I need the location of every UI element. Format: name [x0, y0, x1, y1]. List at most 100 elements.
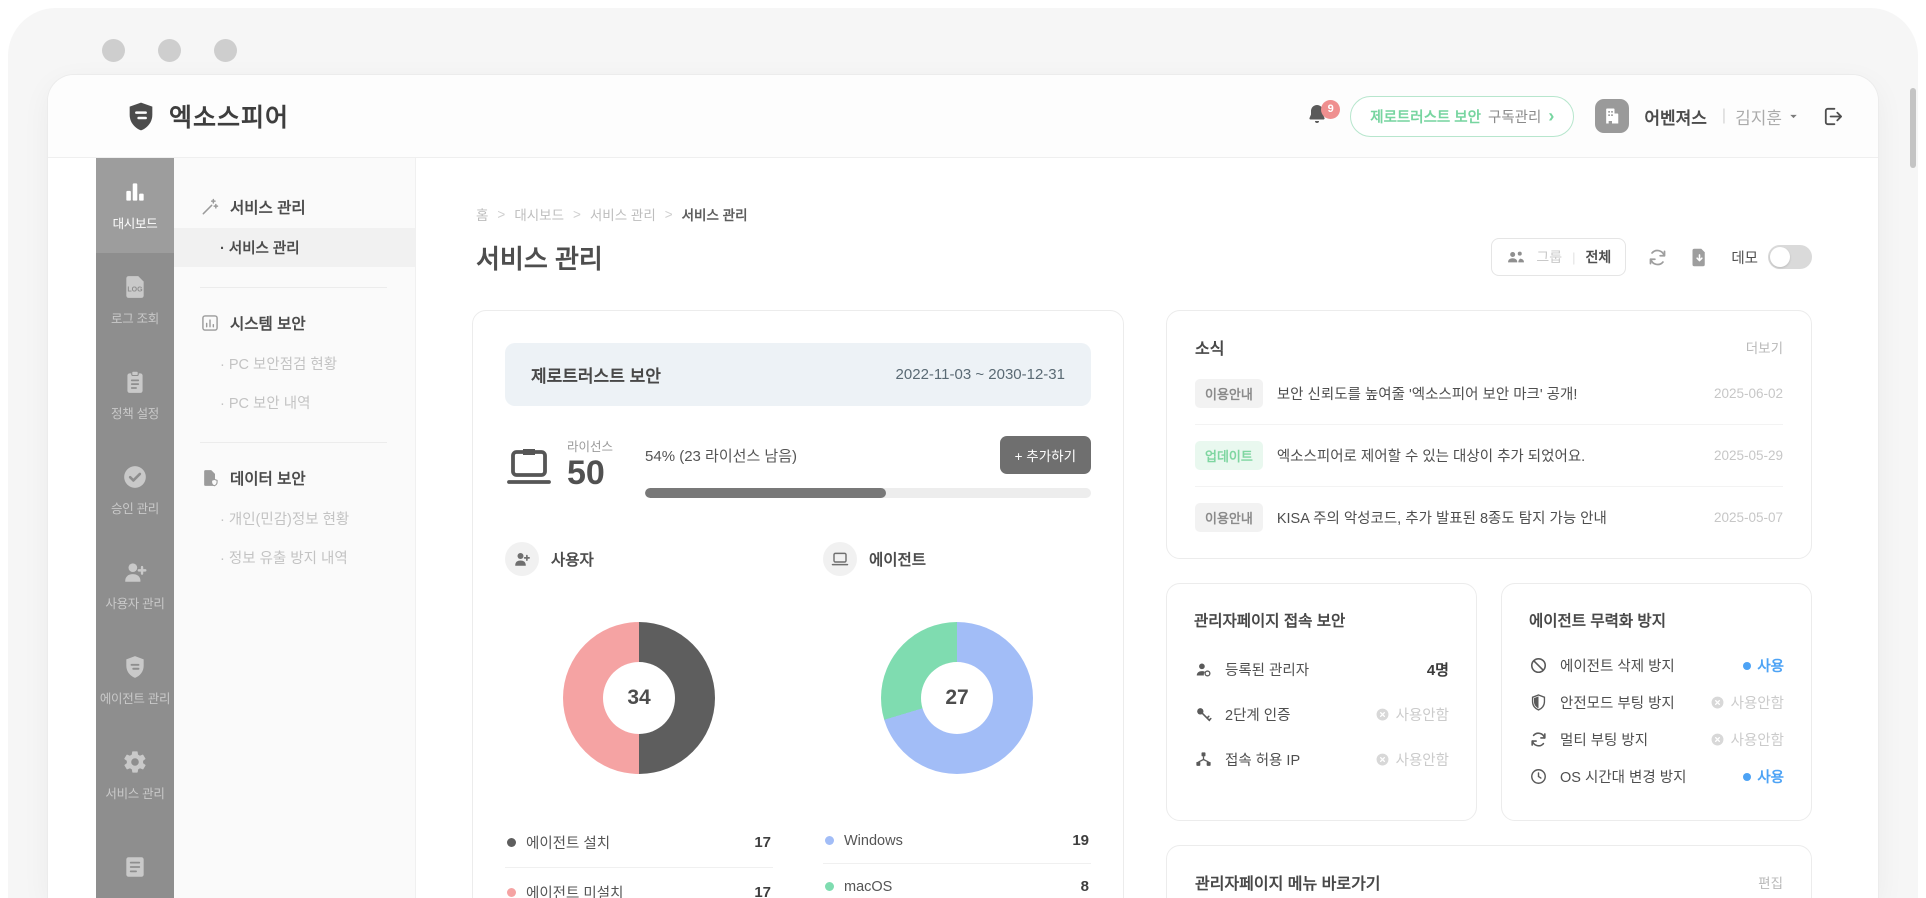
status-row-value: 사용안함 — [1375, 749, 1449, 770]
chart-legend: Windows 19 macOS 8 7일 이상 오프라인 8 — [823, 818, 1091, 898]
submenu-section-header: 서비스 관리 — [174, 196, 415, 218]
app-header: 엑소스피어 9 제로트러스트 보안 구독관리 › 어벤져스 | 김지훈 — [48, 75, 1878, 158]
breadcrumb-item[interactable]: 홈 — [476, 208, 489, 223]
submenu-divider — [200, 287, 387, 288]
window-control-dot[interactable] — [158, 39, 181, 62]
license-usage: 54% (23 라이선스 남음) + 추가하기 — [645, 436, 1091, 498]
window-control-dot[interactable] — [102, 39, 125, 62]
submenu-item[interactable]: · 서비스 관리 — [174, 228, 415, 267]
sidebar-item[interactable]: 대시보드 — [96, 158, 174, 253]
news-row[interactable]: 업데이트 엑소스피어로 제어할 수 있는 대상이 추가 되었어요. 2025-0… — [1195, 424, 1783, 486]
sidebar-item-label: 에이전트 관리 — [99, 692, 171, 706]
sidebar-item[interactable]: 정책 설정 — [96, 348, 174, 443]
title-row: 서비스 관리 그룹 | 전체 데모 — [472, 238, 1812, 276]
group-value[interactable]: 전체 — [1585, 249, 1612, 265]
status-row-label: 멀티 부팅 방지 — [1560, 733, 1649, 749]
donut-total: 27 — [920, 661, 994, 735]
left-gutter — [48, 158, 96, 898]
legend-dot — [507, 888, 516, 897]
chart-legend: 에이전트 설치 17 에이전트 미설치 17 2대 이상 설치 사용자 7 — [505, 818, 773, 898]
disabled-icon — [1375, 707, 1390, 722]
breadcrumb-separator: > — [573, 206, 581, 222]
notifications-button[interactable]: 9 — [1305, 99, 1341, 131]
submenu-item[interactable]: · PC 보안점검 현황 — [220, 357, 338, 373]
sidebar-item[interactable]: 승인 관리 — [96, 443, 174, 538]
status-row-label: 에이전트 삭제 방지 — [1560, 659, 1675, 675]
approve-icon — [122, 464, 148, 490]
window-control-dot[interactable] — [214, 39, 237, 62]
legend-label: macOS — [844, 878, 893, 895]
license-count-block: 라이선스 50 — [567, 441, 613, 492]
news-badge: 업데이트 — [1195, 441, 1263, 470]
demo-label: 데모 — [1731, 250, 1758, 267]
app-window: 엑소스피어 9 제로트러스트 보안 구독관리 › 어벤져스 | 김지훈 — [48, 75, 1878, 898]
news-text: KISA 주의 악성코드, 추가 발표된 8종도 탐지 가능 안내 — [1276, 511, 1607, 527]
demo-toggle[interactable] — [1768, 245, 1812, 269]
logo[interactable]: 엑소스피어 — [125, 98, 289, 134]
status-row: 안전모드 부팅 방지 사용안함 — [1529, 684, 1784, 721]
news-date: 2025-05-07 — [1713, 510, 1783, 525]
submenu-divider — [200, 442, 387, 443]
disabled-icon — [1375, 752, 1390, 767]
legend-dot — [507, 838, 516, 847]
admin-access-rows: 등록된 관리자 4명 2단계 인증 사용안함 접속 허용 IP 사용안함 — [1194, 647, 1449, 782]
user-menu[interactable]: 김지훈 — [1735, 104, 1800, 129]
logo-shield-icon — [125, 100, 157, 132]
add-license-button[interactable]: + 추가하기 — [999, 436, 1091, 474]
right-column: 소식 더보기 이용안내 보안 신뢰도를 높여줄 '엑소스피어 보안 마크' 공개… — [1166, 310, 1812, 898]
submenu-section-title: 데이터 보안 — [230, 471, 306, 488]
status-row-label: OS 시간대 변경 방지 — [1560, 770, 1687, 786]
breadcrumb-item[interactable]: 서비스 관리 — [589, 208, 656, 223]
news-more-link[interactable]: 더보기 — [1745, 341, 1783, 356]
subscription-manage-button[interactable]: 제로트러스트 보안 구독관리 › — [1350, 95, 1575, 137]
sidebar-item[interactable] — [96, 823, 174, 898]
adminuser-icon — [1194, 660, 1213, 679]
logo-text: 엑소스피어 — [169, 104, 290, 132]
charts-row: 사용자 34 에이전트 설치 17 에이전트 미설치 17 2대 이상 설치 사… — [505, 542, 1091, 898]
disabled-icon — [1710, 695, 1725, 710]
sidebar-item[interactable]: LOG 로그 조회 — [96, 253, 174, 348]
news-row[interactable]: 이용안내 KISA 주의 악성코드, 추가 발표된 8종도 탐지 가능 안내 2… — [1195, 486, 1783, 548]
news-badge: 이용안내 — [1195, 379, 1263, 408]
sidebar-item[interactable]: 사용자 관리 — [96, 538, 174, 633]
org-name: 어벤져스 — [1644, 108, 1707, 128]
export-file-icon[interactable] — [1689, 247, 1710, 268]
header-divider: | — [1721, 107, 1727, 124]
chart-section: 에이전트 27 Windows 19 macOS 8 7일 이상 오프라인 8 — [823, 542, 1091, 898]
network-icon — [1194, 750, 1213, 769]
news-row[interactable]: 이용안내 보안 신뢰도를 높여줄 '엑소스피어 보안 마크' 공개! 2025-… — [1195, 363, 1783, 424]
admin-access-card: 관리자페이지 접속 보안 등록된 관리자 4명 2단계 인증 사용안함 접속 허… — [1166, 583, 1477, 821]
submenu-item[interactable]: · 정보 유출 방지 내역 — [220, 551, 348, 567]
toolbar: 그룹 | 전체 데모 — [1491, 238, 1812, 276]
submenu: 서비스 관리 · 서비스 관리 시스템 보안 · PC 보안점검 현황 · PC … — [174, 158, 416, 898]
users-icon — [122, 559, 148, 585]
sidebar-item-label: 사용자 관리 — [105, 597, 165, 611]
submenu-section-header: 시스템 보안 — [174, 312, 415, 334]
legend-value: 19 — [1072, 832, 1089, 849]
status-row-value: 사용 — [1743, 766, 1784, 787]
logout-icon[interactable] — [1821, 105, 1844, 128]
docshield-icon — [200, 468, 220, 488]
news-text: 엑소스피어로 제어할 수 있는 대상이 추가 되었어요. — [1276, 449, 1586, 465]
agent-protect-rows: 에이전트 삭제 방지 사용 안전모드 부팅 방지 사용안함 멀티 부팅 방지 사… — [1529, 647, 1784, 795]
sidebar-item[interactable]: 서비스 관리 — [96, 728, 174, 823]
group-filter[interactable]: 그룹 | 전체 — [1491, 238, 1627, 276]
breadcrumb-item[interactable]: 서비스 관리 — [681, 208, 748, 223]
submenu-item[interactable]: · PC 보안 내역 — [220, 396, 311, 412]
list-icon — [122, 854, 148, 880]
refresh-icon[interactable] — [1647, 247, 1668, 268]
shieldhalf-icon — [1529, 693, 1548, 712]
key-icon — [1194, 705, 1213, 724]
sidebar-item[interactable]: 에이전트 관리 — [96, 633, 174, 728]
sidebar-item-label: 대시보드 — [112, 217, 158, 231]
shortcut-edit-link[interactable]: 편집 — [1758, 876, 1783, 891]
breadcrumb-item[interactable]: 대시보드 — [514, 208, 564, 223]
disabled-icon — [1710, 732, 1725, 747]
news-list: 이용안내 보안 신뢰도를 높여줄 '엑소스피어 보안 마크' 공개! 2025-… — [1195, 363, 1783, 548]
scrollbar-thumb[interactable] — [1910, 88, 1916, 168]
status-row-value: 사용 — [1743, 655, 1784, 676]
status-row: 등록된 관리자 4명 — [1194, 647, 1449, 692]
license-panel: 제로트러스트 보안 2022-11-03 ~ 2030-12-31 라이선스 5… — [472, 310, 1124, 898]
chevron-right-icon: › — [1548, 106, 1555, 126]
submenu-item[interactable]: · 개인(민감)정보 현황 — [220, 512, 350, 528]
